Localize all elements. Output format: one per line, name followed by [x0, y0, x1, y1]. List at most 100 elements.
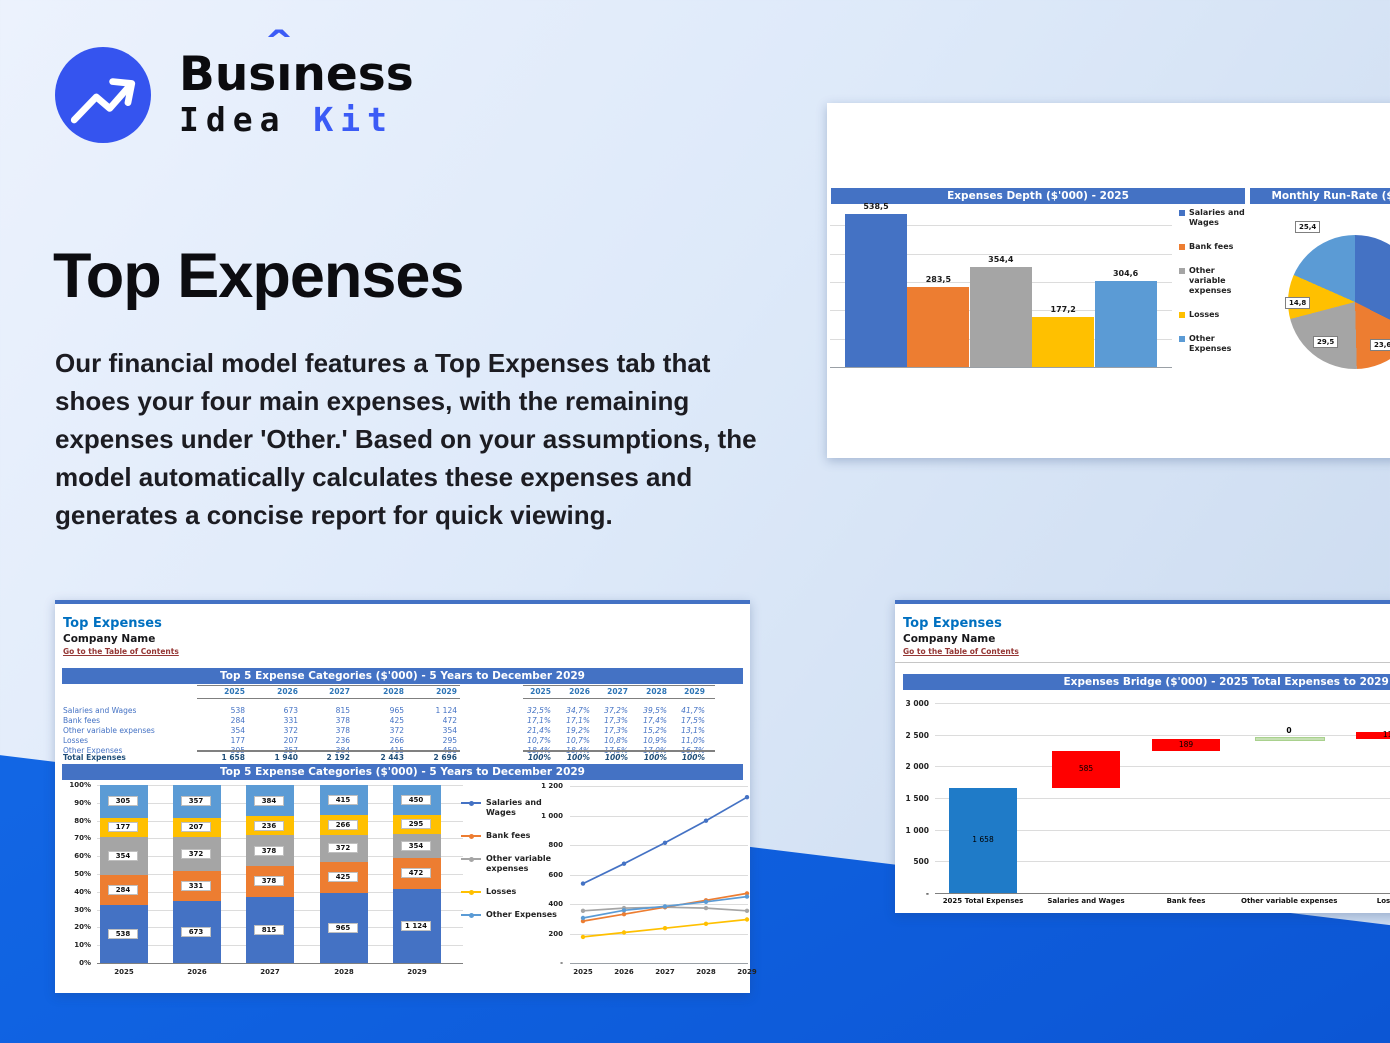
y-tick-label: 3 000 — [905, 699, 930, 708]
y-tick-label: 50% — [74, 870, 91, 878]
y-tick-label: 1 000 — [541, 811, 563, 820]
cell-value: 354 — [230, 726, 245, 735]
cell-value: 425 — [389, 716, 404, 725]
legend-swatch-icon — [1179, 210, 1185, 216]
data-point-marker — [662, 926, 668, 931]
y-tick-label: 200 — [548, 929, 563, 938]
cell-value: 284 — [230, 716, 245, 725]
segment-data-label: 425 — [328, 872, 358, 883]
dashboard-panel: Expenses Depth ($'000) - 2025 Monthly Ru… — [827, 103, 1390, 458]
gridline — [935, 892, 1390, 894]
bar — [969, 266, 1032, 367]
cell-value: 331 — [283, 716, 298, 725]
cell-value: 538 — [230, 706, 245, 715]
brand-logo: Bus ˆ ıness Idea Kit — [55, 29, 414, 143]
y-tick-label: 2 000 — [905, 762, 930, 772]
gridline — [830, 367, 1172, 368]
y-tick-label: 1 000 — [905, 825, 930, 835]
y-tick-label: 90% — [74, 798, 91, 807]
gridline — [935, 797, 1390, 799]
gridline — [97, 963, 463, 964]
segment-data-label: 673 — [181, 927, 211, 938]
waterfall-plot: 1 658 585 189 0 118 — [935, 703, 1390, 894]
circumflex-accent: ˆ — [264, 26, 295, 72]
table-rule — [523, 750, 715, 752]
year-header: 2029 — [436, 687, 457, 696]
y-tick-label: 40% — [74, 887, 91, 896]
year-header: 2027 — [607, 687, 628, 696]
brand-kit: Kit — [313, 100, 394, 139]
legend-line-marker-icon — [461, 833, 481, 839]
cell-value: 295 — [442, 736, 457, 745]
data-point-marker — [703, 905, 709, 911]
data-label: 177,2 — [1050, 304, 1076, 314]
data-label: 0 — [1286, 725, 1292, 735]
segment-data-label: 236 — [254, 820, 284, 831]
segment-data-label: 372 — [181, 848, 211, 859]
y-tick-label: - — [925, 888, 929, 898]
x-tick-label: 2029 — [737, 968, 757, 976]
cell-percent: 17,1% — [527, 716, 551, 725]
stacked-chart-plot: 538 284 354 177 305 673 331 372 207 357 815 378 378 2… — [97, 785, 463, 964]
total-value: 1 658 — [221, 753, 246, 762]
x-tick-label: 2028 — [334, 968, 354, 976]
cell-value: 965 — [389, 706, 404, 715]
data-point-marker — [703, 921, 709, 926]
table-of-contents-link[interactable]: Go to the Table of Contents — [63, 647, 179, 656]
gridline — [570, 786, 748, 787]
total-value: 2 443 — [380, 753, 405, 762]
cell-percent: 17,3% — [604, 716, 628, 725]
table-of-contents-link[interactable]: Go to the Table of Contents — [903, 647, 1019, 656]
segment-data-label: 1 124 — [401, 920, 431, 931]
data-label: 354,4 — [988, 254, 1014, 264]
legend-label: Other variable expenses — [486, 854, 552, 873]
cell-percent: 37,2% — [604, 706, 628, 715]
total-percent: 100% — [566, 753, 590, 762]
gridline — [830, 253, 1172, 255]
legend-label: Other Expenses — [486, 910, 557, 919]
bar — [907, 286, 970, 367]
total-percent: 100% — [643, 753, 667, 762]
table-rule — [523, 685, 715, 686]
gridline — [570, 963, 748, 964]
legend-swatch-icon — [1179, 312, 1185, 318]
cell-value: 266 — [389, 736, 404, 745]
legend-line-marker-icon — [461, 912, 481, 918]
y-tick-label: 0% — [79, 959, 91, 967]
data-point-marker — [703, 818, 709, 823]
chart-legend: Salaries and Wages Bank fees Other variabl… — [1179, 208, 1253, 354]
data-label: 283,5 — [925, 274, 952, 284]
gridline — [570, 904, 748, 905]
cell-percent: 10,9% — [643, 736, 667, 745]
expenses-depth-plot: 538,5 283,5 354,4 177,2 304,6 — [830, 198, 1172, 368]
row-label: Other Expenses — [63, 746, 123, 755]
line-chart-series — [580, 795, 750, 940]
segment-data-label: 372 — [328, 843, 358, 854]
sheet-top-strip — [895, 600, 1390, 604]
expenses-bridge-header: Expenses Bridge ($'000) - 2025 Total Exp… — [903, 674, 1390, 690]
row-label: Other variable expenses — [63, 726, 155, 735]
data-point-marker — [580, 881, 586, 886]
gridline — [935, 703, 1390, 704]
data-point-marker — [580, 908, 586, 913]
total-value: 2 192 — [326, 753, 351, 762]
gridline — [570, 933, 748, 935]
year-header: 2028 — [646, 687, 667, 696]
total-label: Total Expenses — [63, 753, 126, 762]
y-tick-label: 600 — [548, 870, 563, 879]
data-point-marker — [580, 915, 586, 921]
waterfall-delta-bar — [1356, 731, 1390, 739]
cell-percent: 19,2% — [566, 726, 590, 735]
data-point-marker — [621, 930, 627, 935]
year-header: 2025 — [224, 687, 245, 696]
x-tick-label: 2025 Total Expenses — [942, 897, 1024, 905]
legend-line-marker-icon — [461, 800, 481, 806]
total-percent: 100% — [681, 753, 705, 762]
legend-label: Losses — [486, 887, 517, 896]
legend-label: Salaries and Wages — [1189, 208, 1245, 227]
cell-value: 378 — [335, 726, 350, 735]
y-tick-label: 1 200 — [541, 782, 563, 790]
year-header: 2029 — [684, 687, 705, 696]
segment-data-label: 415 — [328, 795, 358, 806]
sheet-title: Top Expenses — [903, 616, 1002, 631]
